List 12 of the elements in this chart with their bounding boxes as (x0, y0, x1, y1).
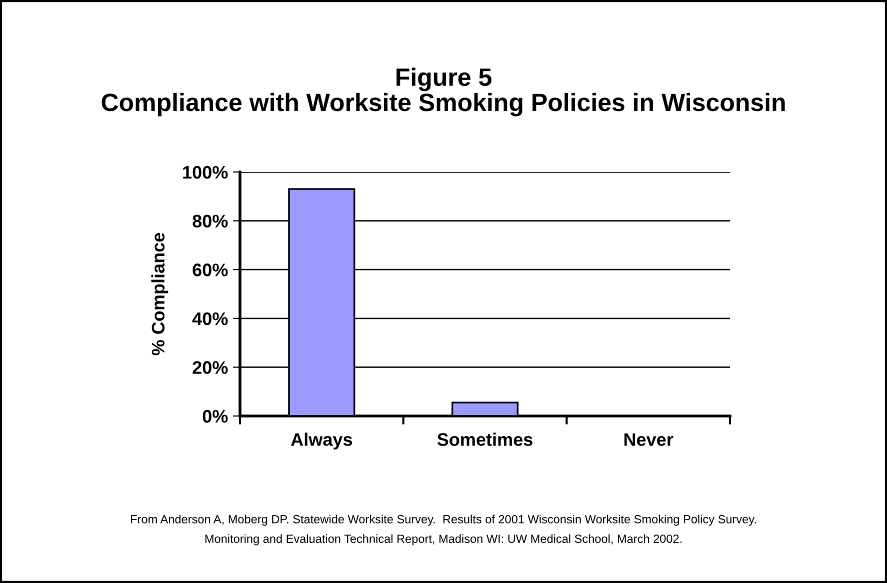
chart-title: Figure 5 Compliance with Worksite Smoking Policies in Wisconsin (102, 68, 785, 116)
y-tick-label: 0% (202, 410, 228, 423)
y-tick-label: 100% (183, 166, 228, 179)
y-tick-label: 40% (192, 312, 228, 326)
text: From Anderson A, Moberg DP. Statewide Worksite Survey. Results of 2001 Wisconsin Worksite Smoking Policy Survey. Monitoring and Evaluation Technical Report, Madison WI: UW Medical School, March 2002. (131, 514, 756, 546)
y-tick-label: 80% (192, 214, 228, 228)
y-tick-label: 60% (192, 264, 228, 276)
x-tick-label: Always (291, 432, 352, 450)
x-tick-label: Sometimes (437, 432, 532, 446)
y-axis-title: % Compliance (151, 232, 168, 356)
y-tick-label: 20% (192, 361, 228, 374)
x-tick-label: Never (624, 433, 674, 446)
